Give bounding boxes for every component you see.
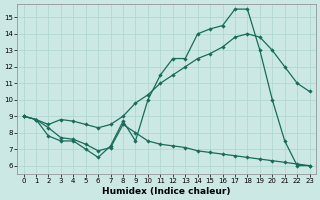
X-axis label: Humidex (Indice chaleur): Humidex (Indice chaleur) — [102, 187, 231, 196]
